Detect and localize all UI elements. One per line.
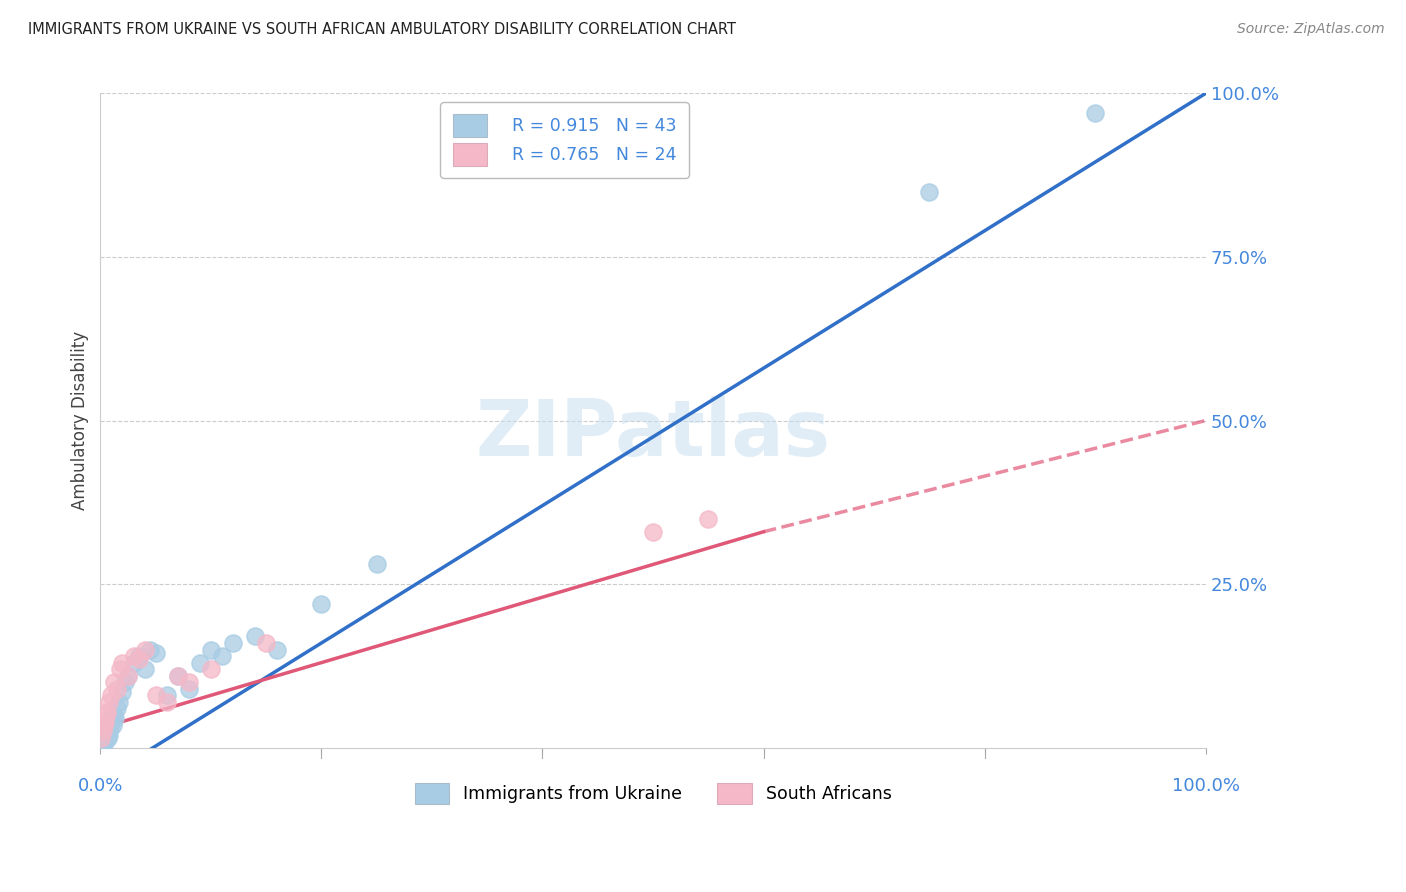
Point — [134, 662, 156, 676]
Point — [100, 689, 122, 703]
Point — [188, 656, 211, 670]
Legend: Immigrants from Ukraine, South Africans: Immigrants from Ukraine, South Africans — [408, 776, 898, 811]
Point — [128, 649, 150, 664]
Point — [156, 689, 179, 703]
Point — [177, 681, 200, 696]
Point — [110, 662, 132, 676]
Text: Source: ZipAtlas.com: Source: ZipAtlas.com — [1237, 22, 1385, 37]
Point — [1084, 106, 1107, 120]
Text: 100.0%: 100.0% — [1171, 777, 1240, 795]
Point — [91, 734, 114, 748]
Point — [117, 669, 139, 683]
Point — [90, 731, 112, 745]
Point — [90, 738, 112, 752]
Point — [111, 685, 134, 699]
Point — [134, 642, 156, 657]
Point — [156, 695, 179, 709]
Point — [97, 728, 120, 742]
Point — [177, 675, 200, 690]
Point — [94, 708, 117, 723]
Point — [222, 636, 245, 650]
Point — [91, 732, 114, 747]
Point — [91, 735, 114, 749]
Point — [111, 656, 134, 670]
Point — [97, 724, 120, 739]
Point — [243, 630, 266, 644]
Point — [200, 642, 222, 657]
Point — [98, 723, 121, 737]
Point — [117, 669, 139, 683]
Point — [366, 558, 388, 572]
Point — [641, 524, 664, 539]
Point — [114, 675, 136, 690]
Point — [166, 669, 188, 683]
Text: IMMIGRANTS FROM UKRAINE VS SOUTH AFRICAN AMBULATORY DISABILITY CORRELATION CHART: IMMIGRANTS FROM UKRAINE VS SOUTH AFRICAN… — [28, 22, 737, 37]
Point — [101, 718, 124, 732]
Point — [918, 185, 941, 199]
Point — [93, 734, 115, 748]
Point — [145, 646, 167, 660]
Point — [311, 597, 333, 611]
Point — [93, 718, 115, 732]
Point — [91, 724, 114, 739]
Point — [94, 735, 117, 749]
Point — [166, 669, 188, 683]
Point — [104, 711, 127, 725]
Point — [98, 718, 121, 732]
Point — [98, 695, 121, 709]
Point — [93, 731, 115, 745]
Point — [96, 726, 118, 740]
Y-axis label: Ambulatory Disability: Ambulatory Disability — [72, 331, 89, 510]
Text: ZIPatlas: ZIPatlas — [475, 396, 831, 472]
Point — [697, 511, 720, 525]
Point — [94, 714, 117, 729]
Point — [145, 689, 167, 703]
Point — [105, 681, 128, 696]
Point — [122, 656, 145, 670]
Point — [100, 714, 122, 729]
Point — [96, 729, 118, 743]
Point — [96, 705, 118, 719]
Point — [122, 649, 145, 664]
Point — [266, 642, 288, 657]
Text: 0.0%: 0.0% — [77, 777, 124, 795]
Point — [128, 652, 150, 666]
Point — [211, 649, 233, 664]
Point — [200, 662, 222, 676]
Point — [108, 695, 131, 709]
Point — [254, 636, 277, 650]
Point — [103, 675, 125, 690]
Point — [105, 701, 128, 715]
Point — [96, 731, 118, 745]
Point — [103, 708, 125, 723]
Point — [139, 642, 162, 657]
Point — [94, 728, 117, 742]
Point — [98, 721, 121, 735]
